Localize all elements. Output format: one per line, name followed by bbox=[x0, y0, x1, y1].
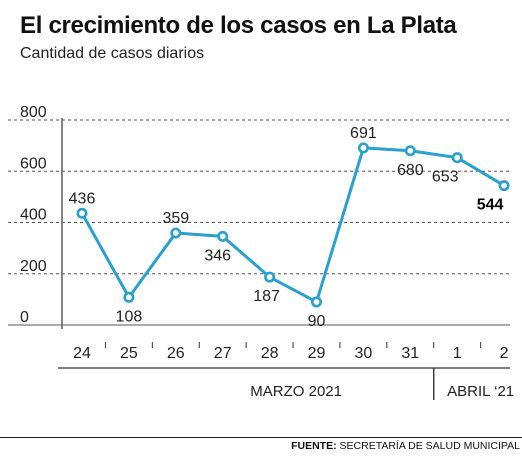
x-tick-label: 28 bbox=[261, 345, 279, 362]
data-point bbox=[76, 207, 88, 219]
chart-title: El crecimiento de los casos en La Plata bbox=[20, 12, 457, 39]
x-tick-label: 24 bbox=[73, 345, 91, 362]
y-tick-label: 200 bbox=[20, 258, 47, 275]
x-group-labels: MARZO 2021 ABRIL ‘21 bbox=[58, 367, 514, 400]
data-label: 691 bbox=[350, 125, 377, 142]
y-tick-label: 0 bbox=[20, 309, 29, 326]
data-label: 359 bbox=[162, 210, 189, 227]
x-tick-label: 30 bbox=[355, 345, 373, 362]
data-label: 187 bbox=[253, 288, 280, 305]
data-label: 680 bbox=[397, 162, 424, 179]
source-label: FUENTE: bbox=[291, 440, 337, 452]
data-point bbox=[123, 291, 135, 303]
gridlines bbox=[8, 118, 510, 329]
x-tick-labels: 24 25 26 27 28 29 30 31 1 2 bbox=[73, 342, 509, 362]
data-point bbox=[310, 296, 322, 308]
data-label: 653 bbox=[432, 169, 459, 186]
x-tick-label: 31 bbox=[401, 345, 419, 362]
data-point bbox=[170, 227, 182, 239]
x-tick-label: 27 bbox=[214, 345, 232, 362]
series-line bbox=[80, 146, 505, 304]
data-point bbox=[498, 180, 510, 192]
y-tick-label: 400 bbox=[20, 207, 47, 224]
source-text: SECRETARÍA DE SALUD MUNICIPAL bbox=[339, 440, 520, 452]
x-group-label: MARZO 2021 bbox=[250, 383, 342, 400]
x-tick-label: 26 bbox=[167, 345, 185, 362]
data-label: 346 bbox=[204, 247, 231, 264]
data-point bbox=[217, 230, 229, 242]
data-point bbox=[264, 271, 276, 283]
data-label: 90 bbox=[308, 313, 326, 330]
data-labels: 436 108 359 346 187 90 691 680 653 544 bbox=[69, 125, 504, 330]
footer-divider bbox=[0, 437, 522, 438]
data-point bbox=[357, 142, 369, 154]
y-tick-label: 800 bbox=[20, 104, 47, 121]
y-tick-labels: 0 200 400 600 800 bbox=[20, 104, 47, 326]
data-label: 108 bbox=[116, 308, 143, 325]
x-tick-label: 29 bbox=[308, 345, 326, 362]
y-tick-label: 600 bbox=[20, 155, 47, 172]
source-note: FUENTE: SECRETARÍA DE SALUD MUNICIPAL bbox=[291, 440, 520, 452]
x-tick-label: 2 bbox=[500, 345, 509, 362]
data-point bbox=[451, 152, 463, 164]
data-point bbox=[404, 145, 416, 157]
x-group-label: ABRIL ‘21 bbox=[447, 383, 514, 400]
chart-subtitle: Cantidad de casos diarios bbox=[20, 45, 205, 62]
data-points bbox=[76, 142, 510, 308]
x-tick-label: 25 bbox=[120, 345, 138, 362]
data-label: 544 bbox=[477, 197, 504, 214]
data-label: 436 bbox=[69, 190, 96, 207]
x-tick-label: 1 bbox=[453, 345, 462, 362]
